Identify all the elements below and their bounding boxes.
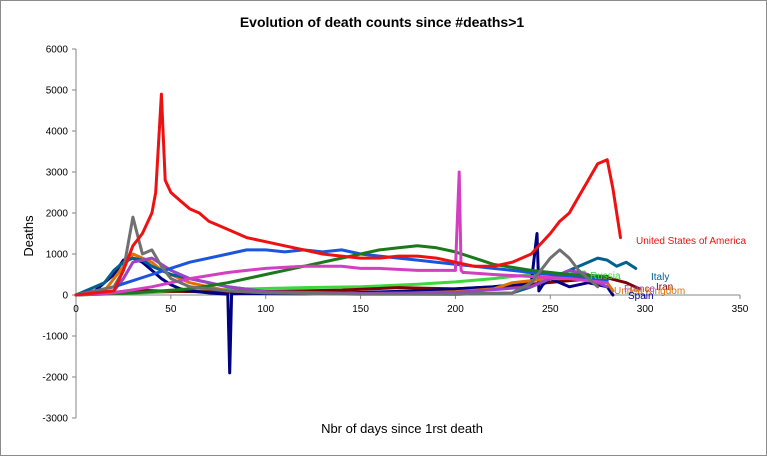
y-tick-label: 3000 — [46, 168, 69, 179]
x-axis-title: Nbr of days since 1rst death — [321, 421, 483, 436]
series-label-iran: Iran — [656, 282, 673, 293]
x-tick-label: 350 — [732, 304, 749, 315]
x-tick-label: 100 — [257, 304, 274, 315]
series-line-india — [74, 244, 609, 297]
plot-area: -3000-2000-10000100020003000400050006000… — [42, 45, 748, 425]
series-line-belgium — [74, 215, 600, 297]
y-tick-label: -3000 — [42, 414, 68, 425]
series-line-united-states-of-america — [74, 92, 622, 297]
y-tick-label: -2000 — [42, 373, 68, 384]
y-tick-label: 6000 — [46, 45, 69, 56]
y-tick-label: 0 — [62, 291, 68, 302]
x-tick-label: 300 — [637, 304, 654, 315]
y-axis-title: Deaths — [21, 215, 36, 257]
chart-title: Evolution of death counts since #deaths>… — [240, 14, 525, 30]
series-label-france: France — [624, 284, 656, 295]
series-label-spain: Spain — [628, 291, 654, 302]
series-label-italy: Italy — [651, 272, 669, 283]
x-tick-label: 50 — [165, 304, 177, 315]
y-tick-label: 1000 — [46, 250, 69, 261]
series-line-mexico — [74, 170, 609, 297]
series-label-united-kingdom: United Kingdom — [614, 286, 685, 297]
y-tick-label: -1000 — [42, 332, 68, 343]
series-label-united-states-of-america: United States of America — [636, 236, 746, 247]
series-label-russia: Russia — [590, 271, 621, 282]
y-tick-label: 2000 — [46, 209, 69, 220]
y-tick-label: 5000 — [46, 86, 69, 97]
y-tick-label: 4000 — [46, 127, 69, 138]
x-tick-label: 0 — [73, 304, 79, 315]
x-tick-label: 250 — [542, 304, 559, 315]
x-tick-label: 150 — [352, 304, 369, 315]
series-line-brazil — [74, 248, 609, 297]
x-tick-label: 200 — [447, 304, 464, 315]
